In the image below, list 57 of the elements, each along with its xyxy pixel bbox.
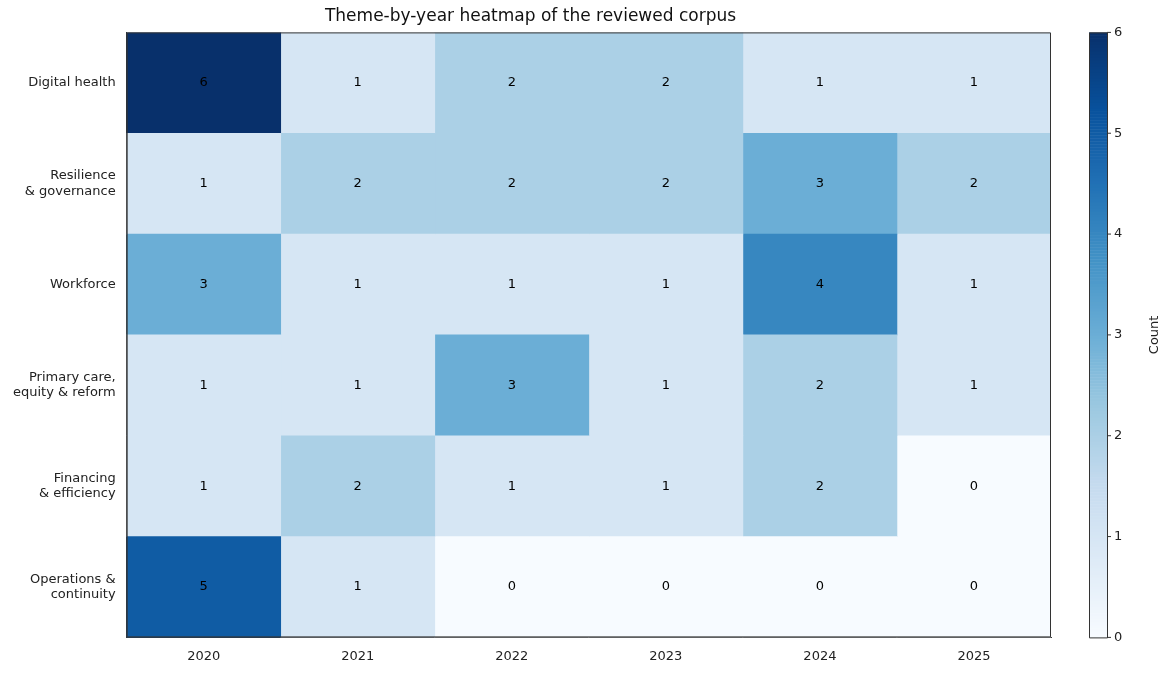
x-tick-label: 2022: [495, 647, 529, 663]
y-tick-label: Primary care, equity & reform: [12, 368, 116, 400]
data-label: 2: [815, 477, 825, 493]
color-bar-label: 0: [1114, 628, 1123, 644]
color-bar-label: 6: [1114, 23, 1123, 39]
data-label: 6: [199, 74, 208, 90]
data-label: 2: [353, 175, 362, 191]
data-label: 1: [815, 74, 825, 90]
data-label: 2: [353, 477, 362, 493]
data-label: 0: [969, 477, 979, 493]
color-bar-label: 3: [1114, 326, 1123, 342]
data-label: 1: [353, 74, 362, 90]
data-label: 1: [661, 275, 670, 291]
data-label: 2: [507, 74, 516, 90]
data-label: 2: [661, 175, 670, 191]
x-tick-label: 2025: [957, 647, 991, 663]
data-label: 0: [969, 578, 979, 594]
chart-title: Theme-by-year heatmap of the reviewed corpus: [323, 4, 737, 25]
data-label: 1: [969, 74, 979, 90]
data-label: 1: [353, 578, 362, 594]
data-label: 1: [199, 477, 208, 493]
data-label: 5: [199, 578, 208, 594]
color-bar-title: Count: [1146, 315, 1162, 355]
data-label: 1: [199, 175, 208, 191]
color-bar-label: 5: [1114, 124, 1123, 140]
data-label: 1: [507, 477, 516, 493]
data-label: 2: [661, 74, 670, 90]
data-label: 4: [815, 275, 825, 291]
data-label: 2: [507, 175, 516, 191]
data-label: 3: [507, 376, 516, 392]
y-tick-label: Operations & continuity: [29, 570, 116, 602]
x-tick-label: 2024: [803, 647, 837, 663]
x-tick-label: 2020: [187, 647, 221, 663]
data-label: 3: [199, 275, 208, 291]
y-tick-label: Financing & efficiency: [38, 469, 116, 501]
data-label: 1: [969, 275, 979, 291]
data-label: 1: [507, 275, 516, 291]
color-bar-label: 2: [1114, 427, 1123, 443]
y-tick-label: Resilience & governance: [24, 167, 116, 198]
data-label: 2: [969, 175, 979, 191]
data-label: 2: [815, 376, 825, 392]
data-label: 1: [661, 376, 670, 392]
color-bar-label: 4: [1114, 225, 1123, 241]
data-label: 1: [969, 376, 979, 392]
data-label: 3: [815, 175, 825, 191]
y-tick-label: Digital health: [28, 74, 116, 90]
data-label: 1: [353, 376, 362, 392]
y-tick-label: Workforce: [50, 275, 116, 291]
data-label: 0: [661, 578, 670, 594]
color-bar-label: 1: [1114, 527, 1123, 543]
x-tick-label: 2023: [649, 647, 683, 663]
x-tick-label: 2021: [341, 647, 375, 663]
data-label: 0: [815, 578, 825, 594]
data-label: 1: [353, 275, 362, 291]
data-label: 1: [199, 376, 208, 392]
data-label: 1: [661, 477, 670, 493]
data-label: 0: [507, 578, 516, 594]
